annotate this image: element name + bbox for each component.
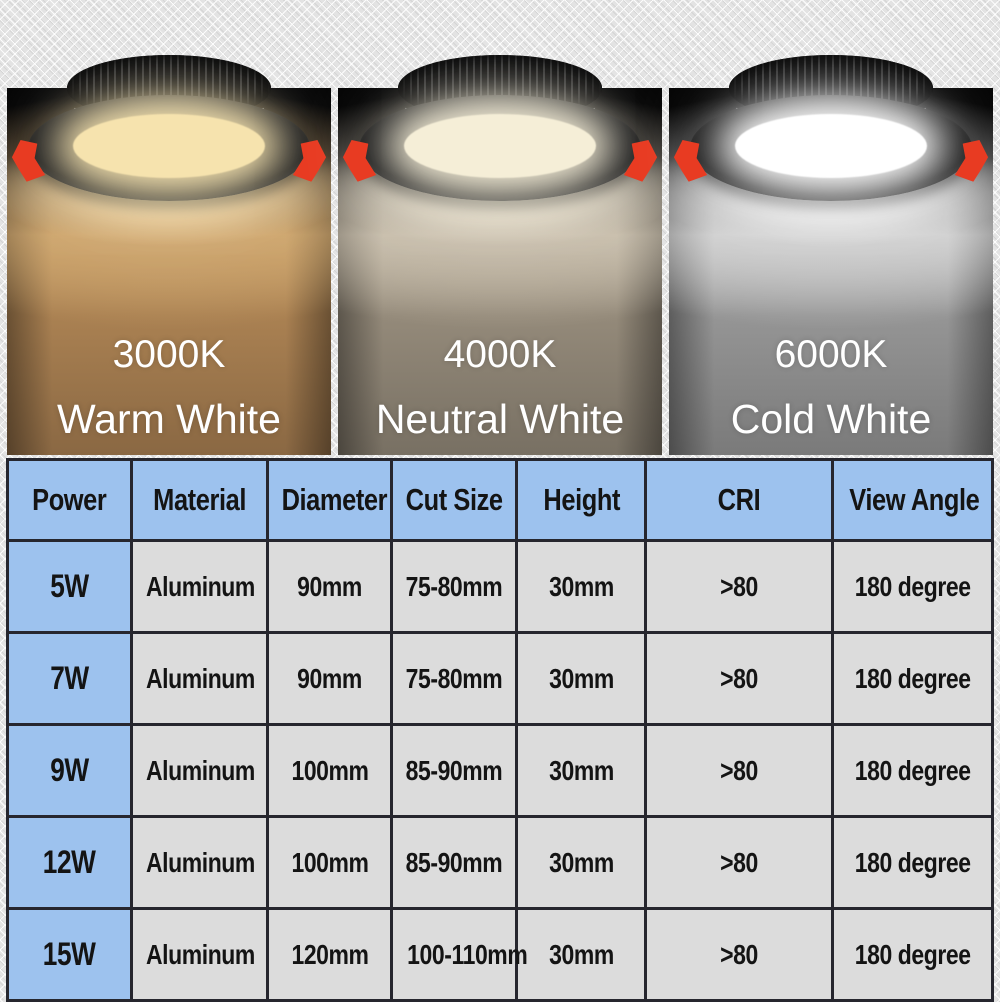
spec-table: Power Material Diameter Cut Size Height …	[5, 458, 994, 1002]
cell-view-angle: 180 degree	[831, 723, 994, 818]
cell-view-angle: 180 degree	[831, 907, 994, 1002]
panel-warm-white: 3000K Warm White	[7, 55, 331, 455]
spec-table-section: Power Material Diameter Cut Size Height …	[0, 455, 1000, 1002]
color-name-label: Neutral White	[375, 396, 625, 442]
cell-diameter: 120mm	[266, 907, 394, 1002]
cell-power: 15W	[5, 907, 134, 1002]
header-material: Material	[130, 458, 270, 542]
cell-cut-size: 85-90mm	[390, 815, 519, 910]
cell-cut-size: 100-110mm	[390, 907, 528, 1002]
kelvin-label: 4000K	[443, 333, 557, 376]
header-cri: CRI	[644, 458, 835, 542]
kelvin-label: 6000K	[774, 333, 888, 376]
cell-cut-size: 75-80mm	[390, 631, 519, 726]
cell-height: 30mm	[515, 631, 648, 726]
cell-diameter: 100mm	[266, 723, 394, 818]
header-diameter: Diameter	[266, 458, 394, 542]
color-temperature-comparison: 3000K Warm White 4000K Neutral White 600…	[0, 0, 1000, 455]
color-name-label: Cold White	[730, 396, 932, 442]
cell-cri: >80	[644, 907, 835, 1002]
table-header-row: Power Material Diameter Cut Size Height …	[5, 458, 994, 542]
cell-height: 30mm	[515, 539, 648, 634]
cell-material: Aluminum	[130, 815, 270, 910]
cell-height: 30mm	[515, 815, 648, 910]
header-height: Height	[515, 458, 648, 542]
header-power: Power	[5, 458, 134, 542]
cell-material: Aluminum	[130, 723, 270, 818]
cell-material: Aluminum	[130, 539, 270, 634]
panel-cold-white: 6000K Cold White	[669, 55, 993, 455]
lamp-lens-glow	[404, 114, 596, 178]
cell-diameter: 90mm	[266, 631, 394, 726]
color-name-label: Warm White	[57, 396, 281, 442]
cell-power: 9W	[5, 723, 134, 818]
cell-cri: >80	[644, 723, 835, 818]
panel-neutral-white: 4000K Neutral White	[338, 55, 662, 455]
cell-material: Aluminum	[130, 631, 270, 726]
table-row-15w: 15W Aluminum 120mm 100-110mm 30mm >80 18…	[5, 907, 994, 1002]
cell-diameter: 90mm	[266, 539, 394, 634]
cell-height: 30mm	[515, 723, 648, 818]
downlight-photo-warm	[19, 55, 319, 295]
cell-view-angle: 180 degree	[831, 539, 994, 634]
cell-cut-size: 75-80mm	[390, 539, 519, 634]
cell-power: 7W	[5, 631, 134, 726]
table-row-12w: 12W Aluminum 100mm 85-90mm 30mm >80 180 …	[5, 815, 994, 910]
cell-view-angle: 180 degree	[831, 631, 994, 726]
cell-material: Aluminum	[130, 907, 270, 1002]
cell-cri: >80	[644, 631, 835, 726]
header-cut-size: Cut Size	[390, 458, 519, 542]
lamp-lens-glow	[735, 114, 927, 178]
table-row-9w: 9W Aluminum 100mm 85-90mm 30mm >80 180 d…	[5, 723, 994, 818]
header-view-angle: View Angle	[831, 458, 994, 542]
cell-power: 12W	[5, 815, 134, 910]
table-row-7w: 7W Aluminum 90mm 75-80mm 30mm >80 180 de…	[5, 631, 994, 726]
kelvin-label: 3000K	[112, 333, 226, 376]
downlight-photo-cold	[681, 55, 981, 295]
cell-height: 30mm	[515, 907, 648, 1002]
cell-cri: >80	[644, 539, 835, 634]
cell-diameter: 100mm	[266, 815, 394, 910]
cell-cri: >80	[644, 815, 835, 910]
cell-cut-size: 85-90mm	[390, 723, 519, 818]
lamp-lens-glow	[73, 114, 265, 178]
cell-power: 5W	[5, 539, 134, 634]
table-row-5w: 5W Aluminum 90mm 75-80mm 30mm >80 180 de…	[5, 539, 994, 634]
downlight-photo-neutral	[350, 55, 650, 295]
cell-view-angle: 180 degree	[831, 815, 994, 910]
